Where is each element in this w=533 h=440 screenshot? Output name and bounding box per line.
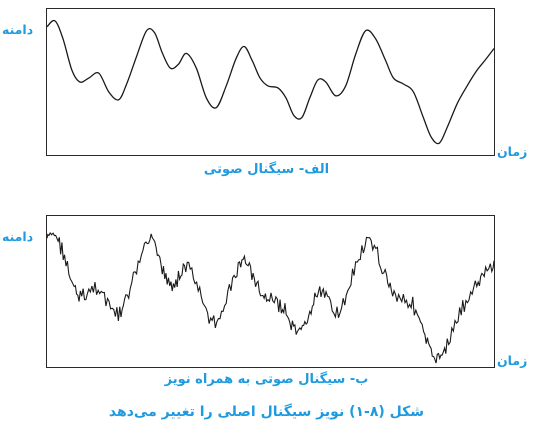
clean-signal-waveform — [46, 19, 495, 145]
figure-caption: شکل (۸-۱) نویز سیگنال اصلی را تغییر می‌د… — [108, 404, 425, 420]
time-label-a: زمان — [497, 144, 528, 159]
amplitude-label-b: دامنه — [2, 229, 34, 244]
noisy-signal-line — [46, 231, 495, 364]
amplitude-label-a: دامنه — [2, 22, 34, 37]
caption-a: الف- سیگنال صوتی — [203, 162, 330, 177]
caption-b: ب- سیگنال صوتی به همراه نویز — [164, 372, 369, 387]
clean-signal-plot — [46, 8, 495, 156]
noisy-signal-plot — [46, 215, 495, 368]
time-label-b: زمان — [497, 353, 528, 368]
noisy-signal-waveform — [46, 231, 495, 364]
clean-signal-line — [46, 19, 495, 145]
